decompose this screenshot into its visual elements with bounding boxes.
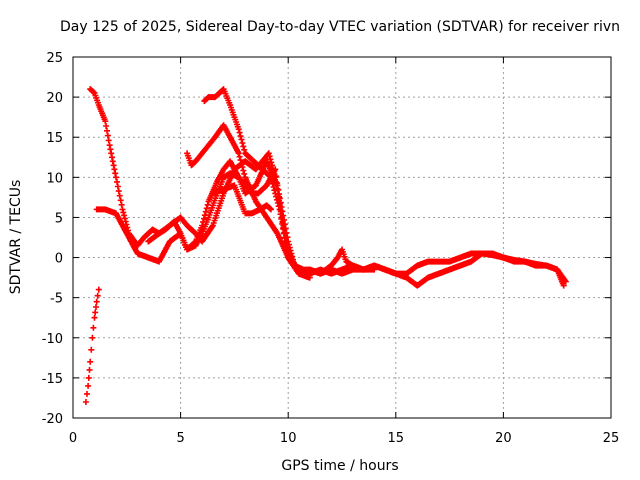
data-series <box>82 86 569 405</box>
x-tick-label: 20 <box>495 431 512 446</box>
x-axis-label: GPS time / hours <box>281 458 398 474</box>
x-tick-label: 15 <box>388 431 405 446</box>
plus-markers <box>209 182 274 217</box>
x-tick-label: 10 <box>280 431 297 446</box>
y-axis-label: SDTVAR / TECUs <box>8 180 24 295</box>
x-tick-label: 0 <box>69 431 77 446</box>
y-tick-label: 20 <box>46 91 63 106</box>
plot-frame <box>72 56 612 419</box>
plus-markers <box>145 150 313 281</box>
y-tick-label: 15 <box>46 131 63 146</box>
y-tick-label: -20 <box>42 412 63 427</box>
y-tick-label: -5 <box>50 292 63 307</box>
series-track-7 <box>82 286 102 405</box>
y-tick-label: -15 <box>42 372 63 387</box>
y-tick-label: 0 <box>55 252 63 267</box>
series-track-6 <box>209 182 274 217</box>
x-tick-label: 5 <box>176 431 184 446</box>
y-tick-label: 10 <box>46 171 63 186</box>
y-tick-label: -10 <box>42 332 63 347</box>
y-tick-label: 25 <box>46 51 63 66</box>
y-tick-label: 5 <box>55 211 63 226</box>
x-tick-label: 25 <box>603 431 620 446</box>
chart-title: Day 125 of 2025, Sidereal Day-to-day VTE… <box>60 19 620 35</box>
series-track-5 <box>145 150 313 281</box>
axis-ticks: 0 5 10 15 20 25 -20 -15 -10 -5 0 5 10 15 20 25 <box>42 51 620 446</box>
plus-markers <box>82 286 102 405</box>
